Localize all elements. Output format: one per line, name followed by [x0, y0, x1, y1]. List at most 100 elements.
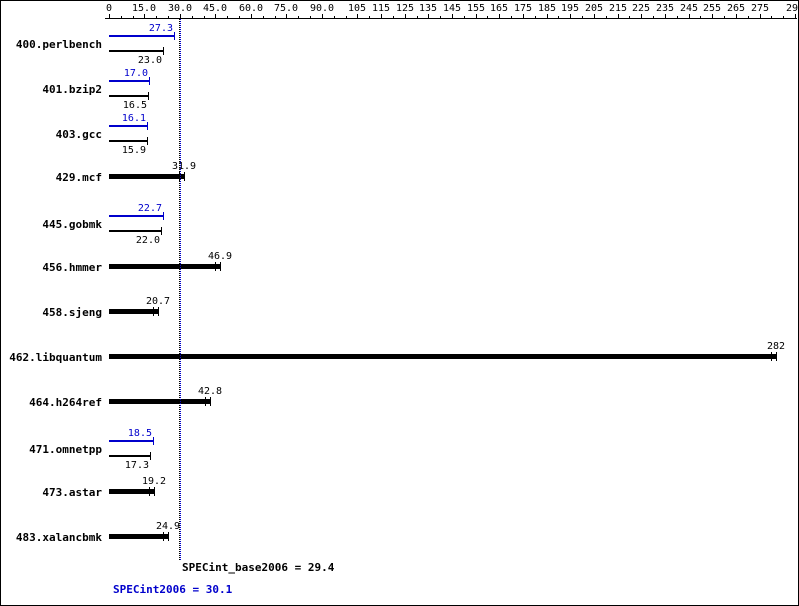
bar-base [109, 230, 161, 232]
bar-peak [109, 125, 147, 127]
benchmark-label: 464.h264ref [29, 396, 102, 409]
axis-tick-label: 245 [679, 3, 699, 14]
axis-tick-label: 115 [371, 3, 391, 14]
axis-tick-label: 265 [726, 3, 746, 14]
value-label-peak: 22.7 [137, 203, 162, 214]
bar-end-tick [168, 532, 169, 541]
axis-tick-label: 155 [466, 3, 486, 14]
axis-tick-label: 225 [631, 3, 651, 14]
axis-tick [381, 14, 382, 19]
bar-end-tick [161, 227, 162, 235]
axis-tick-label: 195 [560, 3, 580, 14]
axis-tick [499, 14, 500, 19]
reference-line-base [179, 19, 180, 560]
axis-minor-tick [168, 16, 169, 19]
axis-minor-tick [393, 16, 394, 19]
bar-end-tick [174, 32, 175, 40]
value-label-base: 17.3 [124, 460, 149, 471]
bar-end-tick [163, 532, 164, 541]
bar-base [109, 50, 163, 52]
axis-tick [665, 14, 666, 19]
value-label-peak: 18.5 [127, 428, 152, 439]
axis-line [105, 18, 797, 19]
axis-minor-tick [440, 16, 441, 19]
bar-single [109, 489, 154, 494]
axis-tick [594, 14, 595, 19]
summary-peak-label: SPECint2006 = 30.1 [113, 583, 233, 596]
benchmark-label: 456.hmmer [42, 261, 102, 274]
bar-end-tick [163, 47, 164, 55]
axis-tick [736, 14, 737, 19]
axis-minor-tick [192, 16, 193, 19]
value-label: 20.7 [145, 296, 171, 307]
bar-peak [109, 35, 174, 37]
bar-end-tick [771, 352, 772, 361]
benchmark-label: 445.gobmk [42, 218, 102, 231]
value-label: 46.9 [207, 251, 233, 262]
axis-tick [795, 14, 796, 19]
bar-end-tick [150, 452, 151, 460]
value-label-peak: 16.1 [121, 113, 146, 124]
value-label-base: 16.5 [122, 100, 147, 111]
bar-peak [109, 215, 163, 217]
bar-end-tick [149, 77, 150, 85]
axis-tick-label: 60.0 [238, 3, 264, 14]
axis-tick [523, 14, 524, 19]
axis-minor-tick [298, 16, 299, 19]
axis-tick-label: 185 [537, 3, 557, 14]
value-label: 24.9 [155, 521, 181, 532]
bar-base [109, 140, 147, 142]
bar-end-tick [776, 352, 777, 361]
axis-minor-tick [346, 16, 347, 19]
axis-tick [547, 14, 548, 19]
bar-end-tick [153, 437, 154, 445]
benchmark-label: 400.perlbench [15, 38, 102, 51]
axis-minor-tick [582, 16, 583, 19]
benchmark-label: 471.omnetpp [29, 443, 102, 456]
axis-tick-label: 275 [750, 3, 770, 14]
value-label: 31.9 [171, 161, 197, 172]
axis-tick-label: 75.0 [273, 3, 299, 14]
axis-tick-label: 165 [489, 3, 509, 14]
axis-tick [215, 14, 216, 19]
bar-peak [109, 80, 149, 82]
axis-tick [357, 14, 358, 19]
axis-minor-tick [464, 16, 465, 19]
axis-tick-label: 105 [347, 3, 367, 14]
bar-end-tick [205, 397, 206, 406]
axis-minor-tick [700, 16, 701, 19]
axis-tick-label: 0 [105, 3, 113, 14]
axis-minor-tick [677, 16, 678, 19]
axis-minor-tick [653, 16, 654, 19]
value-label-base: 23.0 [137, 55, 162, 66]
axis-tick [712, 14, 713, 19]
axis-minor-tick [783, 16, 784, 19]
axis-minor-tick [629, 16, 630, 19]
axis-tick-label: 290 [785, 3, 799, 14]
axis-tick-label: 30.0 [167, 3, 193, 14]
value-label-base: 22.0 [135, 235, 160, 246]
axis-minor-tick [121, 16, 122, 19]
benchmark-label: 403.gcc [55, 128, 102, 141]
axis-minor-tick [263, 16, 264, 19]
axis-tick [760, 14, 761, 19]
axis-tick-label: 205 [584, 3, 604, 14]
axis-minor-tick [417, 16, 418, 19]
axis-minor-tick [239, 16, 240, 19]
bar-end-tick [215, 262, 216, 271]
axis-minor-tick [227, 16, 228, 19]
value-label: 282 [766, 341, 786, 352]
bar-end-tick [147, 137, 148, 145]
axis-minor-tick [487, 16, 488, 19]
axis-tick [251, 14, 252, 19]
axis-tick [286, 14, 287, 19]
axis-minor-tick [204, 16, 205, 19]
bar-base [109, 455, 150, 457]
bar-end-tick [147, 122, 148, 130]
value-label-peak: 27.3 [148, 23, 173, 34]
bar-end-tick [158, 307, 159, 316]
bar-end-tick [154, 487, 155, 496]
axis-minor-tick [748, 16, 749, 19]
axis-minor-tick [558, 16, 559, 19]
